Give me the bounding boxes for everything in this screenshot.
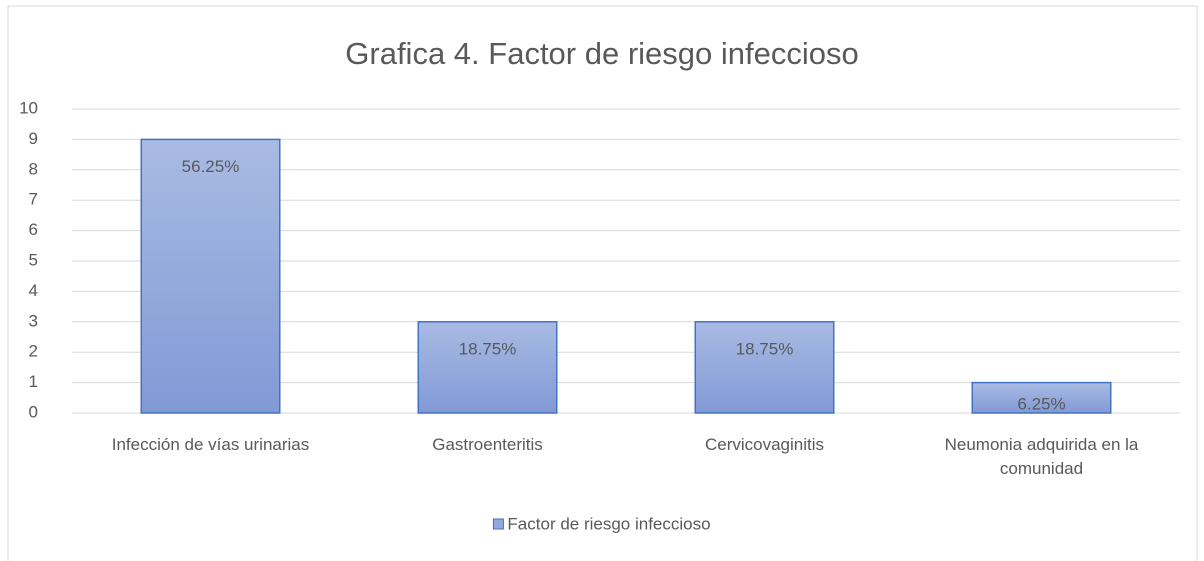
y-tick-label: 0 — [29, 402, 38, 421]
y-tick-label: 1 — [29, 372, 38, 391]
bar — [140, 138, 281, 414]
data-label: 18.75% — [459, 339, 517, 358]
legend-label: Factor de riesgo infeccioso — [507, 514, 710, 533]
data-label: 6.25% — [1017, 394, 1065, 413]
y-tick-label: 8 — [29, 159, 38, 178]
bar — [971, 381, 1112, 414]
y-tick-label: 4 — [29, 281, 38, 300]
bar — [694, 321, 835, 414]
y-tick-label: 6 — [29, 220, 38, 239]
x-tick-label: Gastroenteritis — [432, 435, 543, 454]
y-tick-label: 2 — [29, 342, 38, 361]
x-tick-label: Cervicovaginitis — [704, 435, 825, 454]
x-tick-label: Infección de vías urinarias — [111, 435, 310, 454]
legend-swatch — [492, 518, 504, 530]
bar — [417, 321, 558, 414]
y-tick-label: 9 — [29, 129, 38, 148]
data-label: 18.75% — [736, 339, 794, 358]
chart-title: Grafica 4. Factor de riesgo infeccioso — [345, 36, 858, 71]
y-tick-label: 7 — [29, 190, 38, 209]
y-tick-label: 3 — [29, 311, 38, 330]
y-tick-label: 10 — [19, 98, 38, 117]
data-label: 56.25% — [182, 157, 240, 176]
x-tick-label: Neumonia adquirida en la comunidad — [944, 435, 1139, 478]
y-tick-label: 5 — [29, 250, 38, 269]
chart-border — [7, 5, 1198, 561]
